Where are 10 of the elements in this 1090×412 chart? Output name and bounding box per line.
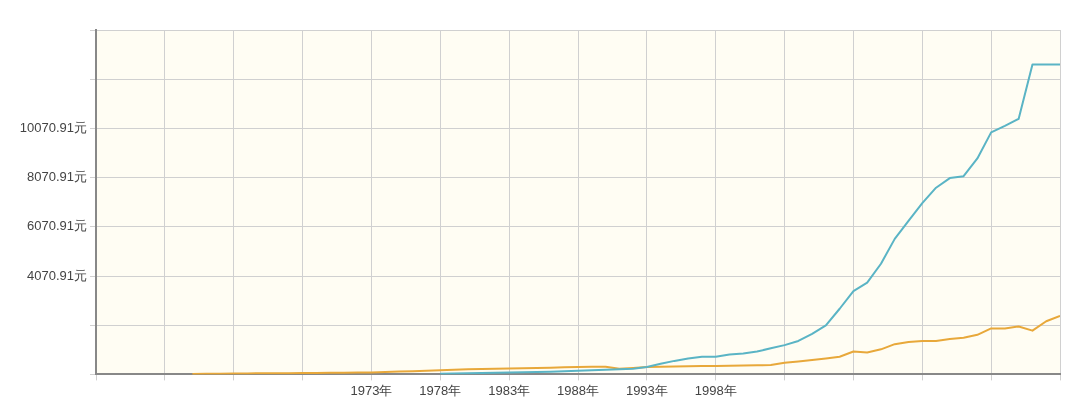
x-tick-label: 1978年 (419, 382, 462, 398)
y-tick-label: 10070.91元 (19, 119, 87, 135)
x-tick-label: 1973年 (350, 382, 393, 398)
x-tick-label: 1998年 (694, 382, 737, 398)
y-tick-label: 6070.91元 (27, 218, 87, 234)
x-tick-label: 1988年 (557, 382, 599, 398)
x-tick-label: 1993年 (625, 382, 668, 398)
x-tick-label: 1983年 (488, 382, 531, 398)
y-tick-label: 8070.91元 (27, 169, 87, 185)
y-tick-label: 4070.91元 (27, 267, 87, 283)
